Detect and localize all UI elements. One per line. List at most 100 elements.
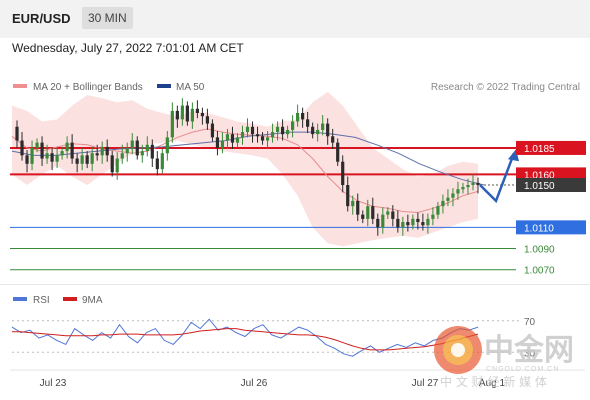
watermark-brand: 中金网 (484, 333, 574, 368)
candle-body (15, 126, 19, 141)
candle-body (70, 142, 74, 159)
candle-body (326, 123, 330, 137)
level-label-text: 1.0070 (524, 266, 555, 277)
candle-body (391, 211, 395, 219)
candle-body (376, 218, 380, 228)
candle-body (30, 147, 34, 164)
watermark-tagline: 中 文 财 经 新 媒 体 (440, 374, 547, 389)
level-lines (10, 146, 516, 271)
rsi-9ma-line (12, 328, 479, 351)
candle-body (396, 218, 400, 228)
candle-body (60, 151, 64, 156)
candle-body (431, 214, 435, 219)
candle-body (190, 108, 194, 122)
candle-body (240, 132, 245, 138)
legend-ma50-label: MA 50 (176, 82, 205, 93)
level-label-text: 1.0090 (524, 245, 555, 256)
candle-body (100, 146, 104, 156)
candle-body (65, 142, 69, 152)
candle-body (145, 144, 149, 152)
candle-body (40, 142, 44, 159)
candle-body (381, 214, 385, 228)
candle-body (225, 134, 230, 141)
ma20-line (11, 128, 479, 214)
candle-body (20, 140, 24, 156)
candle-body (160, 153, 164, 170)
candle-body (140, 151, 144, 156)
candle-body (270, 132, 275, 138)
candle-body (35, 142, 39, 148)
candle-body (466, 185, 470, 188)
candle-body (336, 142, 340, 162)
rsi-line (11, 318, 479, 357)
candle-body (170, 110, 174, 138)
projection-path (479, 152, 516, 204)
legend-9ma-label: 9MA (82, 295, 103, 306)
candle-body (250, 126, 255, 135)
candle-body (105, 146, 109, 156)
candle-body (386, 211, 390, 215)
x-tick-label: Jul 27 (412, 378, 439, 389)
candle-body (80, 155, 84, 164)
candle-body (446, 197, 450, 201)
level-label-text: 1.0185 (524, 144, 555, 155)
candle-body (130, 140, 134, 148)
candle-body (90, 153, 94, 164)
x-axis: Jul 23 Jul 26 Jul 27 Aug 1 (10, 369, 585, 389)
candle-body (195, 108, 199, 113)
candle-body (285, 129, 290, 135)
legend-ma50-swatch (157, 84, 171, 88)
candle-body (150, 144, 154, 159)
candle-body (135, 140, 139, 156)
candle-body (180, 105, 184, 120)
rsi-separator (0, 284, 590, 285)
x-tick-label: Aug 1 (479, 378, 506, 389)
rsi-level-label: 70 (524, 317, 536, 328)
level-label-box (516, 178, 586, 192)
candle-body (316, 129, 320, 135)
candle-body (175, 110, 179, 120)
candle-body (275, 126, 280, 133)
candle-body (371, 206, 375, 219)
candle-body (306, 119, 310, 127)
chart-datetime: Wednesday, July 27, 2022 7:01:01 AM CET (12, 41, 244, 55)
level-label-box (516, 220, 586, 235)
candle-body (436, 206, 440, 215)
candle-body (441, 200, 445, 207)
candle-body (451, 193, 455, 198)
candle-body (351, 200, 355, 207)
x-tick-label: Jul 26 (241, 378, 268, 389)
legend-rsi-swatch (13, 297, 27, 301)
candle-body (245, 126, 250, 133)
legend-9ma-swatch (63, 297, 77, 301)
candle-body (205, 116, 210, 124)
candle-body (235, 137, 240, 143)
candle-body (45, 153, 49, 159)
candle-body (210, 123, 215, 138)
level-label-box (516, 167, 586, 182)
candle-body (215, 137, 220, 148)
candle-body (265, 137, 270, 141)
candle-body (401, 222, 405, 228)
candle-body (165, 137, 169, 154)
candle-body (311, 126, 315, 135)
candle-body (200, 113, 205, 117)
candle-body (280, 126, 285, 135)
candle-body (220, 140, 225, 148)
candle-body (301, 113, 305, 120)
timeframe-badge[interactable]: 30 MIN (82, 7, 133, 29)
candle-body (341, 161, 345, 185)
candle-body (50, 153, 54, 162)
level-label-box (516, 140, 586, 155)
candle-body (155, 158, 159, 170)
watermark-logo-core (451, 343, 465, 357)
candle-body (85, 155, 89, 164)
candle-body (471, 182, 475, 185)
candle-body (230, 134, 235, 143)
bollinger-band-fill (12, 91, 478, 247)
candle-body (421, 222, 425, 226)
candle-body (411, 218, 415, 226)
candle-body (366, 206, 370, 219)
